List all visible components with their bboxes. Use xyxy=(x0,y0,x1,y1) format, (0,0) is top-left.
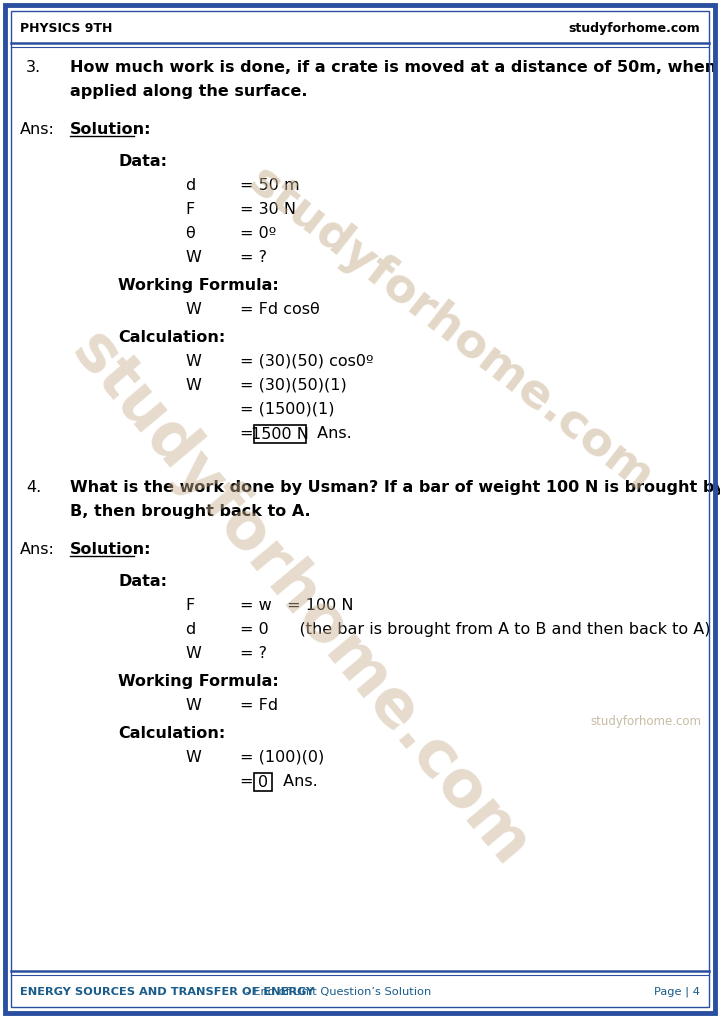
Text: W: W xyxy=(185,698,201,713)
Text: = 0      (the bar is brought from A to B and then back to A): = 0 (the bar is brought from A to B and … xyxy=(240,622,711,637)
Text: Ans.: Ans. xyxy=(312,426,352,441)
Text: PHYSICS 9TH: PHYSICS 9TH xyxy=(20,21,112,35)
Text: applied along the surface.: applied along the surface. xyxy=(70,84,307,99)
Text: d: d xyxy=(185,178,195,193)
Text: Data:: Data: xyxy=(118,574,167,589)
Text: Ans:: Ans: xyxy=(20,542,55,557)
Text: W: W xyxy=(185,750,201,765)
Bar xyxy=(254,773,272,791)
Text: = ?: = ? xyxy=(240,646,267,661)
Text: W: W xyxy=(185,250,201,265)
Text: = Fd cosθ: = Fd cosθ xyxy=(240,302,320,317)
Text: = 50 m: = 50 m xyxy=(240,178,300,193)
Text: =: = xyxy=(240,426,258,441)
Text: = Fd: = Fd xyxy=(240,698,278,713)
Text: θ: θ xyxy=(185,226,194,241)
Text: Ans:: Ans: xyxy=(20,122,55,137)
Text: W: W xyxy=(185,378,201,393)
Text: Solution:: Solution: xyxy=(70,122,151,137)
Text: 0: 0 xyxy=(258,775,268,790)
Text: studyforhome.com: studyforhome.com xyxy=(239,158,661,502)
Text: studyforhome.com: studyforhome.com xyxy=(590,716,701,729)
Text: W: W xyxy=(185,302,201,317)
Text: What is the work done by Usman? If a bar of weight 100 N is brought by him from : What is the work done by Usman? If a bar… xyxy=(70,480,720,495)
Text: = (100)(0): = (100)(0) xyxy=(240,750,324,765)
Text: 4.: 4. xyxy=(26,480,41,495)
Text: Ans.: Ans. xyxy=(278,774,318,789)
Text: W: W xyxy=(185,354,201,369)
Text: Calculation:: Calculation: xyxy=(118,726,225,741)
Text: B, then brought back to A.: B, then brought back to A. xyxy=(70,504,310,519)
Text: = 0º: = 0º xyxy=(240,226,276,241)
Text: F: F xyxy=(185,202,194,217)
Text: Solution:: Solution: xyxy=(70,542,151,557)
Text: 3.: 3. xyxy=(26,60,41,75)
Text: Page | 4: Page | 4 xyxy=(654,986,700,998)
Text: Data:: Data: xyxy=(118,154,167,169)
Text: = (30)(50) cos0º: = (30)(50) cos0º xyxy=(240,354,374,369)
Text: = (30)(50)(1): = (30)(50)(1) xyxy=(240,378,347,393)
Text: = w   = 100 N: = w = 100 N xyxy=(240,598,354,613)
Text: Working Formula:: Working Formula: xyxy=(118,674,279,689)
Text: = ?: = ? xyxy=(240,250,267,265)
Text: F: F xyxy=(185,598,194,613)
Text: ENERGY SOURCES AND TRANSFER OF ENERGY: ENERGY SOURCES AND TRANSFER OF ENERGY xyxy=(20,987,314,997)
Text: Calculation:: Calculation: xyxy=(118,330,225,345)
Text: Working Formula:: Working Formula: xyxy=(118,278,279,293)
Text: = (1500)(1): = (1500)(1) xyxy=(240,402,335,417)
Text: How much work is done, if a crate is moved at a distance of 50m, when a force of: How much work is done, if a crate is mov… xyxy=(70,60,720,75)
Text: =: = xyxy=(240,774,258,789)
Text: studyforhome.com: studyforhome.com xyxy=(568,21,700,35)
Text: - End of Unit Question’s Solution: - End of Unit Question’s Solution xyxy=(242,987,431,997)
Bar xyxy=(254,425,306,443)
Text: W: W xyxy=(185,646,201,661)
Text: 1500 N: 1500 N xyxy=(251,427,309,442)
Text: = 30 N: = 30 N xyxy=(240,202,296,217)
Text: studyforhome.com: studyforhome.com xyxy=(58,321,541,880)
Text: d: d xyxy=(185,622,195,637)
